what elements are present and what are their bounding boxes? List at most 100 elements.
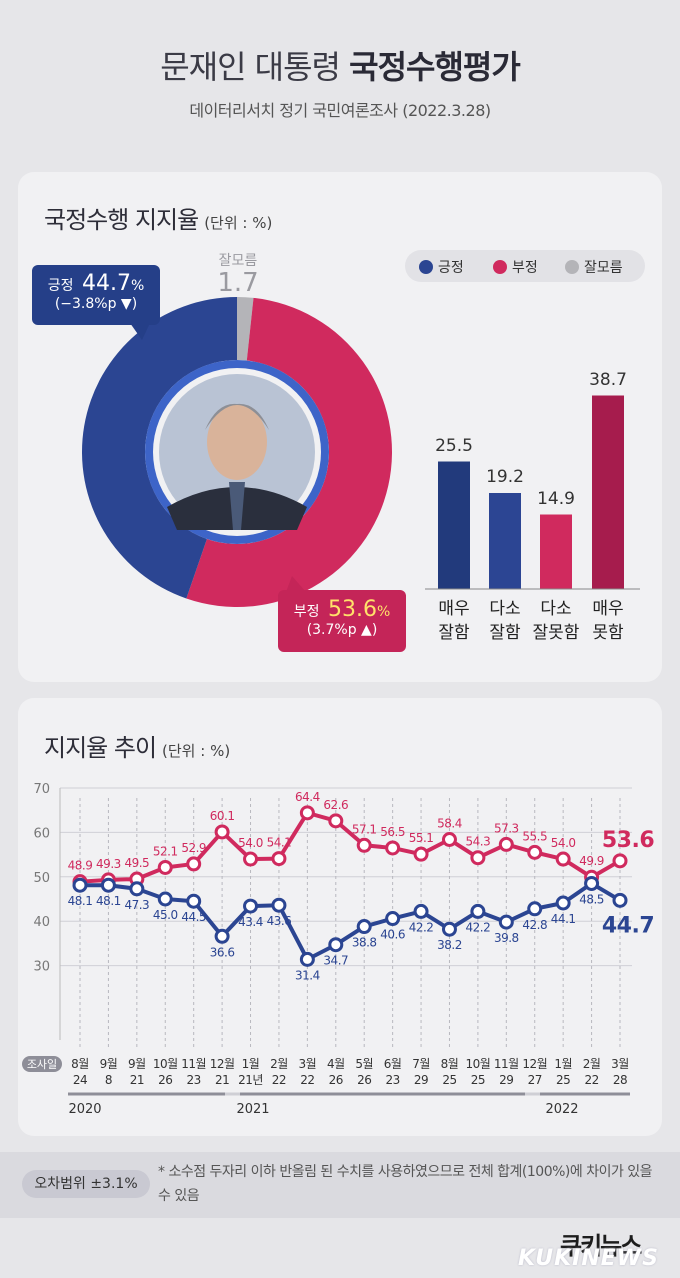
positive-data-label: 44.7: [602, 913, 654, 938]
positive-data-label: 45.0: [153, 908, 178, 922]
legend-positive: 긍정: [419, 257, 464, 277]
negative-point: [413, 846, 429, 862]
positive-change: (−3.8%p ▼): [54, 296, 138, 312]
x-tick-month: 10월: [153, 1057, 178, 1071]
negative-data-label: 62.6: [323, 798, 348, 812]
negative-point: [612, 853, 628, 869]
negative-data-label: 57.1: [352, 822, 377, 836]
unknown-label-text: 잘모름: [218, 253, 258, 269]
negative-point: [498, 836, 514, 852]
negative-point: [157, 859, 173, 875]
row-label-badge: [22, 1056, 62, 1072]
row-label: 조사일: [27, 1057, 57, 1071]
positive-point: [356, 919, 372, 935]
trend-title: 지지율 추이 (단위 : %): [44, 728, 230, 763]
negative-data-label: 58.4: [437, 817, 462, 831]
negative-point: [243, 851, 259, 867]
negative-data-label: 60.1: [210, 809, 235, 823]
positive-data-label: 39.8: [494, 931, 519, 945]
x-tick-month: 11월: [494, 1057, 519, 1071]
negative-point: [470, 850, 486, 866]
negative-data-label: 54.0: [238, 836, 263, 850]
x-tick-day: 27: [528, 1073, 542, 1087]
positive-data-label: 48.5: [579, 892, 604, 906]
positive-data-label: 42.2: [409, 920, 434, 934]
negative-point: [328, 813, 344, 829]
x-tick-month: 2월: [583, 1057, 601, 1071]
breakdown-category-label: 다소 잘못함: [532, 599, 580, 643]
legend-positive-dot: [419, 260, 433, 274]
positive-point: [243, 898, 259, 914]
x-tick-day: 23: [385, 1073, 399, 1087]
negative-point: [186, 856, 202, 872]
negative-data-label: 54.0: [551, 836, 576, 850]
page-subtitle: 데이터리서치 정기 국민여론조사 (2022.3.28): [189, 101, 491, 120]
negative-point: [214, 824, 230, 840]
negative-point: [555, 851, 571, 867]
title-light: 문재인 대통령: [160, 48, 341, 86]
positive-point: [299, 951, 315, 967]
negative-change: (3.7%p ▲): [306, 622, 378, 638]
positive-label: 긍정: [47, 278, 74, 294]
x-tick-day: 29: [414, 1073, 428, 1087]
x-tick-month: 3월: [611, 1057, 629, 1071]
positive-point: [555, 895, 571, 911]
x-tick-month: 1월: [242, 1057, 260, 1071]
breakdown-value-label: 14.9: [537, 488, 575, 509]
error-margin-badge: 오차범위 ±3.1%: [22, 1170, 150, 1198]
y-tick-label: 30: [33, 960, 50, 975]
unknown-value: 1.7: [217, 268, 259, 298]
negative-data-label: 54.3: [466, 835, 491, 849]
negative-point: [441, 832, 457, 848]
year-label: 2022: [545, 1102, 578, 1117]
approval-title: 국정수행 지지율 (단위 : %): [44, 200, 272, 235]
positive-data-label: 44.1: [551, 912, 576, 926]
legend-unknown-dot: [565, 260, 579, 274]
positive-data-label: 42.2: [466, 920, 491, 934]
x-tick-day: 25: [442, 1073, 456, 1087]
x-tick-month: 12월: [210, 1057, 235, 1071]
negative-point: [527, 844, 543, 860]
x-tick-day: 29: [499, 1073, 513, 1087]
positive-point: [527, 901, 543, 917]
negative-callout-main: 부정 53.6%: [278, 597, 406, 622]
negative-label: 부정: [293, 604, 320, 620]
negative-data-label: 48.9: [68, 859, 93, 873]
positive-point: [385, 911, 401, 927]
positive-value: 44.7: [81, 271, 131, 296]
x-tick-month: 8월: [441, 1057, 459, 1071]
negative-data-label: 57.3: [494, 821, 519, 835]
negative-data-label: 52.9: [181, 841, 206, 855]
page-title: 문재인 대통령 국정수행평가: [0, 42, 680, 88]
y-tick-label: 50: [33, 871, 50, 886]
breakdown-category-label: 다소 잘함: [489, 599, 521, 643]
positive-data-label: 38.8: [352, 936, 377, 950]
positive-pct: %: [130, 278, 145, 294]
negative-point: [299, 805, 315, 821]
positive-point: [328, 937, 344, 953]
legend-negative-dot: [493, 260, 507, 274]
breakdown-category-label: 매우 못함: [592, 599, 624, 643]
positive-point: [129, 881, 145, 897]
negative-pct: %: [376, 604, 391, 620]
positive-point: [100, 877, 116, 893]
x-tick-month: 4월: [327, 1057, 345, 1071]
negative-data-label: 56.5: [380, 825, 405, 839]
brand-logo-en: KUKINEWS: [518, 1246, 659, 1271]
x-tick-month: 9월: [128, 1057, 146, 1071]
breakdown-category-label: 매우 잘함: [438, 599, 470, 643]
approval-title-text: 국정수행 지지율: [44, 206, 199, 234]
x-tick-day: 28: [613, 1073, 627, 1087]
positive-point: [441, 921, 457, 937]
x-tick-day: 22: [272, 1073, 286, 1087]
positive-point: [612, 892, 628, 908]
x-tick-day: 26: [158, 1073, 172, 1087]
trend-title-text: 지지율 추이: [44, 734, 157, 762]
breakdown-value-label: 38.7: [589, 369, 627, 390]
negative-data-label: 53.6: [602, 828, 654, 853]
positive-data-label: 43.6: [267, 914, 292, 928]
negative-point: [271, 851, 287, 867]
positive-data-label: 38.2: [437, 938, 462, 952]
x-tick-day: 22: [300, 1073, 314, 1087]
